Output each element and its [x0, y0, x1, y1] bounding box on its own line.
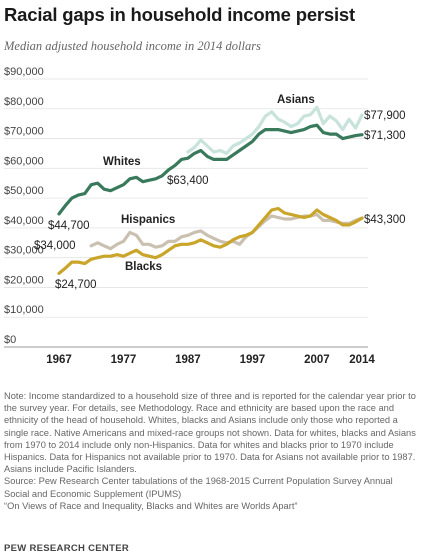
series-line-whites	[57, 123, 364, 216]
x-tick-label: 1987	[175, 354, 201, 366]
data-label-whites-1987: $63,400	[167, 175, 209, 187]
report-title: “On Views of Race and Inequality, Blacks…	[4, 500, 298, 511]
x-tick-label: 1997	[240, 354, 266, 366]
series-line-blacks	[57, 206, 364, 275]
y-tick-label: $80,000	[4, 96, 44, 108]
x-tick-label: 2007	[304, 354, 330, 366]
data-labels: Whites Asians Hispanics Blacks $44,700 $63,40…	[34, 94, 406, 291]
y-tick-label: $40,000	[4, 215, 44, 227]
y-tick-label: $70,000	[4, 126, 44, 138]
y-tick-label: $10,000	[4, 304, 44, 316]
x-tick-label: 1977	[111, 354, 137, 366]
data-label-whites-1967: $44,700	[48, 220, 90, 232]
chart-subtitle: Median adjusted household income in 2014…	[4, 39, 261, 53]
data-label-asians-2014: $77,900	[364, 110, 406, 122]
data-label-blacks-1967: $24,700	[55, 279, 97, 291]
note-text: Note: Income standardized to a household…	[4, 391, 416, 475]
y-tick-label: $20,000	[4, 274, 44, 286]
x-tick-label: 1967	[46, 354, 72, 366]
y-axis-ticks: $0 $10,000 $20,000 $30,000 $40,000 $50,000 $60…	[4, 66, 44, 346]
chart-title: Racial gaps in household income persist	[4, 4, 355, 25]
source-text: Source: Pew Research Center tabulations …	[4, 476, 393, 499]
data-label-hispanics-1972: $34,000	[34, 240, 76, 252]
y-tick-label: $60,000	[4, 155, 44, 167]
y-tick-label: $30,000	[4, 245, 44, 257]
x-tick-label: 2014	[349, 354, 375, 366]
series-label-hispanics: Hispanics	[121, 214, 175, 226]
data-label-hispanics-2014: $43,300	[364, 214, 406, 226]
series-label-blacks: Blacks	[125, 261, 162, 273]
series-label-asians: Asians	[277, 94, 315, 106]
y-tick-label: $90,000	[4, 66, 44, 78]
x-axis-ticks: 1967 1977 1987 1997 2007 2014	[46, 354, 375, 366]
pew-research-credit: PEW RESEARCH CENTER	[4, 543, 129, 554]
y-tick-label: $0	[4, 334, 16, 346]
data-label-whites-2014: $71,300	[364, 130, 406, 142]
chart-notes: Note: Income standardized to a household…	[4, 390, 416, 512]
gridlines	[4, 78, 368, 348]
series-line-asians	[186, 105, 364, 156]
y-tick-label: $50,000	[4, 185, 44, 197]
line-chart: $0 $10,000 $20,000 $30,000 $40,000 $50,000 $60…	[4, 66, 406, 366]
series-label-whites: Whites	[103, 156, 141, 168]
series-lines	[57, 105, 364, 275]
